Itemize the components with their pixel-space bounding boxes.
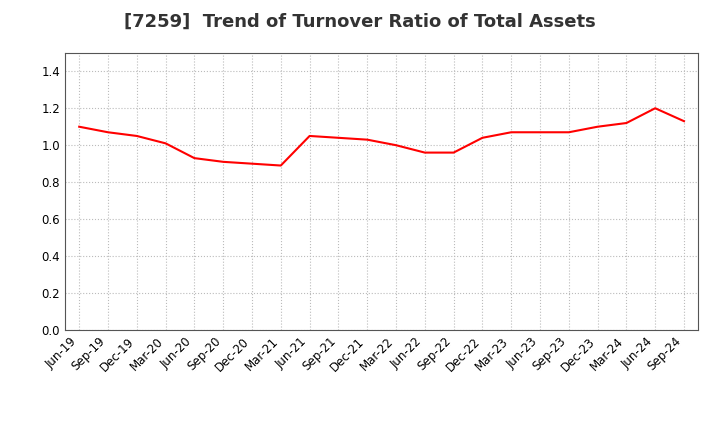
- Text: [7259]  Trend of Turnover Ratio of Total Assets: [7259] Trend of Turnover Ratio of Total …: [124, 13, 596, 31]
